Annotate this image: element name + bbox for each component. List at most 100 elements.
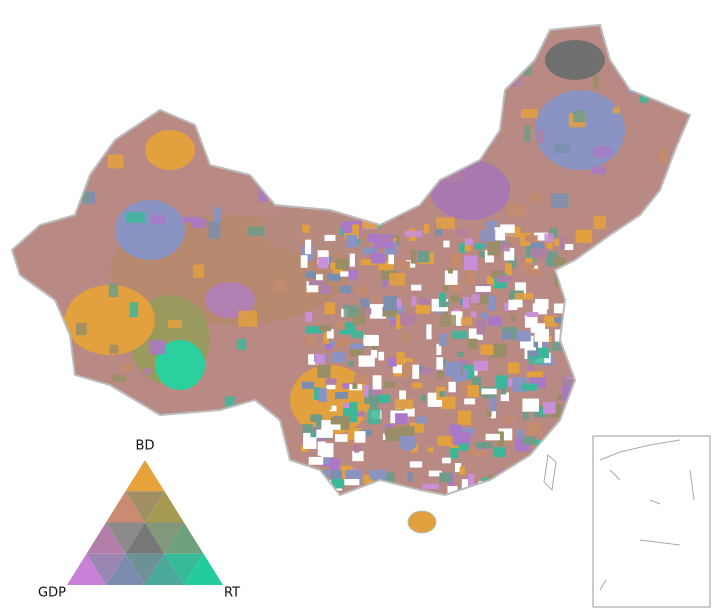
- county: [491, 270, 505, 278]
- legend-cell: [125, 553, 165, 585]
- legend-cell: [106, 553, 145, 585]
- county: [576, 352, 587, 362]
- county: [370, 252, 386, 264]
- county: [349, 253, 355, 267]
- county: [427, 447, 434, 453]
- county: [484, 250, 495, 263]
- county: [399, 313, 416, 326]
- county: [405, 260, 416, 268]
- county: [437, 436, 452, 446]
- county: [450, 447, 459, 459]
- county: [333, 339, 351, 347]
- county: [574, 467, 581, 480]
- county: [488, 316, 503, 327]
- county: [109, 344, 119, 354]
- county: [447, 486, 458, 495]
- county: [357, 411, 366, 417]
- county: [470, 311, 477, 318]
- county: [407, 472, 413, 482]
- region-patch: [145, 130, 195, 170]
- legend-cell: [106, 522, 145, 554]
- county: [308, 280, 325, 286]
- county: [444, 361, 462, 377]
- county: [379, 394, 391, 403]
- county: [325, 487, 336, 495]
- county: [380, 270, 398, 281]
- county: [508, 255, 517, 269]
- county: [318, 256, 329, 269]
- county: [107, 154, 124, 169]
- county: [461, 479, 473, 493]
- legend-cell: [86, 553, 126, 585]
- county: [337, 33, 352, 44]
- county: [436, 343, 442, 355]
- county: [106, 403, 114, 418]
- county: [532, 265, 539, 272]
- county: [326, 329, 334, 339]
- county: [50, 158, 65, 175]
- county: [344, 478, 360, 486]
- county: [541, 339, 548, 354]
- county: [236, 338, 247, 350]
- county: [599, 334, 620, 350]
- county: [514, 292, 534, 300]
- county: [382, 275, 388, 288]
- county: [363, 475, 373, 485]
- county: [368, 233, 378, 243]
- county: [567, 459, 581, 469]
- county: [523, 65, 532, 76]
- county: [318, 139, 335, 154]
- county: [213, 207, 222, 223]
- county: [393, 370, 406, 377]
- county: [323, 333, 329, 344]
- county: [473, 93, 491, 110]
- county: [48, 109, 65, 120]
- county: [500, 387, 507, 395]
- county: [378, 261, 394, 271]
- county: [516, 330, 531, 342]
- hainan-island: [407, 510, 437, 534]
- county: [319, 44, 326, 52]
- county: [442, 309, 449, 315]
- county: [605, 236, 623, 252]
- county: [121, 362, 133, 372]
- county: [63, 315, 71, 329]
- county: [341, 221, 353, 234]
- county: [306, 479, 318, 485]
- county: [330, 262, 337, 270]
- legend-cell: [86, 522, 126, 554]
- county: [522, 398, 539, 412]
- county: [489, 397, 497, 412]
- county: [457, 229, 468, 237]
- county: [459, 466, 465, 475]
- county: [500, 392, 509, 402]
- county: [612, 107, 621, 114]
- county: [335, 434, 351, 442]
- county: [663, 375, 678, 391]
- county: [238, 310, 258, 327]
- county: [360, 429, 372, 436]
- county: [654, 365, 675, 380]
- county: [565, 433, 578, 440]
- county: [325, 340, 336, 347]
- legend-right-label: RT: [224, 586, 240, 601]
- county: [505, 232, 516, 243]
- county: [562, 286, 577, 293]
- county: [584, 296, 595, 313]
- county: [316, 274, 323, 281]
- county: [275, 278, 285, 293]
- county: [360, 86, 371, 103]
- county: [423, 223, 430, 234]
- legend-cell: [145, 522, 184, 554]
- county: [275, 40, 294, 55]
- county: [577, 348, 594, 360]
- county: [235, 140, 243, 147]
- county: [350, 343, 364, 350]
- county: [537, 130, 544, 144]
- region-patch: [205, 282, 255, 318]
- county: [372, 375, 382, 390]
- county: [508, 362, 520, 374]
- county: [419, 297, 430, 306]
- region-patch: [545, 40, 605, 80]
- county: [412, 382, 423, 389]
